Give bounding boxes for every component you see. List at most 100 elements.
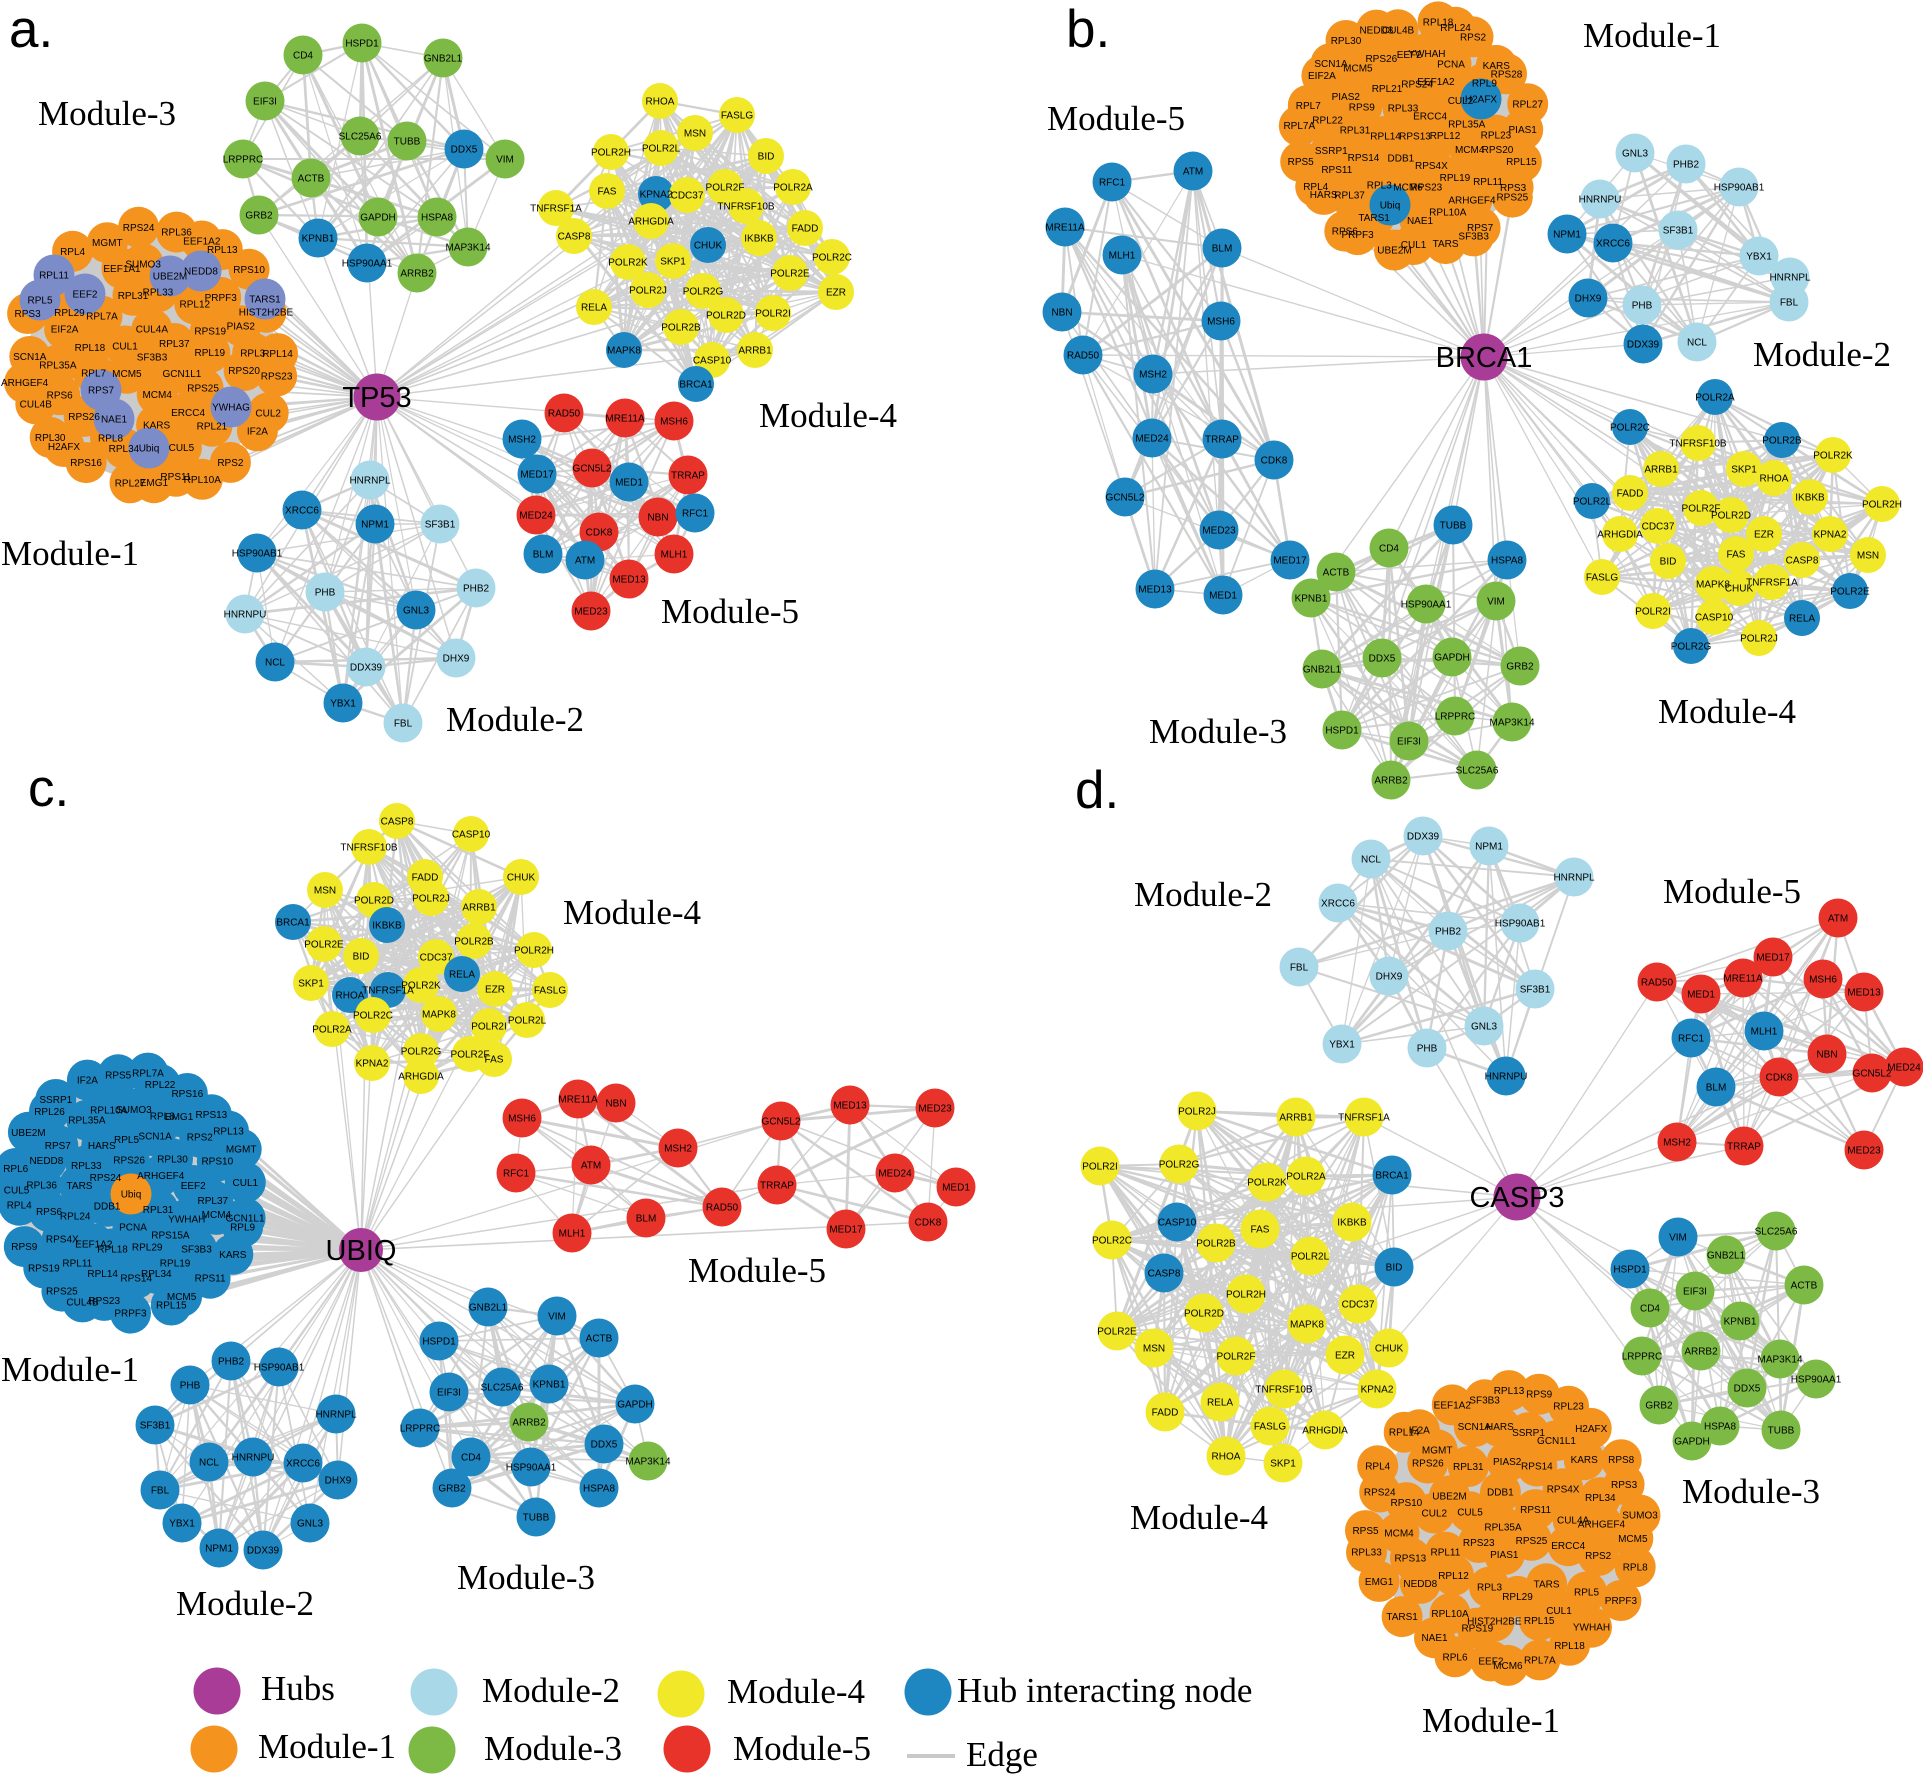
svg-text:NEDD8: NEDD8 xyxy=(1403,1579,1437,1590)
svg-text:RPS28: RPS28 xyxy=(1491,69,1523,80)
svg-text:HSP90AA1: HSP90AA1 xyxy=(1401,600,1452,611)
svg-text:PHB2: PHB2 xyxy=(1673,160,1700,171)
svg-text:RAD50: RAD50 xyxy=(1641,978,1674,989)
svg-text:MCM4: MCM4 xyxy=(142,390,172,401)
svg-text:RFC1: RFC1 xyxy=(1678,1034,1705,1045)
svg-text:POLR2C: POLR2C xyxy=(353,1011,393,1022)
svg-text:SF3B1: SF3B1 xyxy=(1663,226,1694,237)
svg-text:BID: BID xyxy=(1386,1263,1403,1274)
svg-text:BLM: BLM xyxy=(1212,244,1233,255)
svg-text:Ubiq: Ubiq xyxy=(139,444,160,455)
svg-text:MED24: MED24 xyxy=(1135,434,1169,445)
svg-text:UBE2M: UBE2M xyxy=(153,272,187,283)
svg-text:PHB: PHB xyxy=(1417,1044,1438,1055)
svg-text:POLR2I: POLR2I xyxy=(755,309,791,320)
svg-text:MSN: MSN xyxy=(1857,551,1879,562)
svg-text:Module-1: Module-1 xyxy=(1583,16,1721,55)
svg-text:BID: BID xyxy=(1660,557,1677,568)
svg-text:EIF3I: EIF3I xyxy=(253,97,277,108)
svg-text:RPL7: RPL7 xyxy=(81,368,106,379)
svg-text:RPL7A: RPL7A xyxy=(86,312,118,323)
svg-text:a.: a. xyxy=(9,0,53,59)
svg-text:POLR2G: POLR2G xyxy=(683,287,724,298)
svg-text:GCN5L2: GCN5L2 xyxy=(1853,1069,1892,1080)
svg-text:POLR2E: POLR2E xyxy=(1097,1327,1137,1338)
svg-text:RPL29: RPL29 xyxy=(132,1243,163,1254)
svg-text:IF2A: IF2A xyxy=(247,426,268,437)
svg-text:RPL34: RPL34 xyxy=(109,444,140,455)
svg-text:TRRAP: TRRAP xyxy=(1205,435,1239,446)
svg-text:GRB2: GRB2 xyxy=(1506,662,1534,673)
svg-text:ARHGDIA: ARHGDIA xyxy=(1597,530,1643,541)
svg-text:POLR2F: POLR2F xyxy=(1217,1352,1256,1363)
svg-text:RPL35A: RPL35A xyxy=(1484,1523,1522,1534)
svg-text:RPS10: RPS10 xyxy=(1391,1498,1423,1509)
svg-text:POLR2A: POLR2A xyxy=(773,183,813,194)
svg-text:Module-3: Module-3 xyxy=(457,1558,595,1597)
svg-text:TUBB: TUBB xyxy=(523,1513,550,1524)
svg-text:RPL26: RPL26 xyxy=(34,1107,65,1118)
svg-text:MED17: MED17 xyxy=(1273,556,1307,567)
svg-text:RPS26: RPS26 xyxy=(1365,54,1397,65)
svg-text:RPL4: RPL4 xyxy=(1303,182,1328,193)
svg-text:RPL3: RPL3 xyxy=(1477,1583,1502,1594)
svg-text:RPS19: RPS19 xyxy=(194,327,226,338)
svg-text:RPS15A: RPS15A xyxy=(151,1231,190,1242)
svg-text:GNB2L1: GNB2L1 xyxy=(1707,1251,1746,1262)
svg-text:BRCA1: BRCA1 xyxy=(1436,342,1533,374)
svg-text:RPL29: RPL29 xyxy=(54,308,85,319)
svg-text:SLC25A6: SLC25A6 xyxy=(1456,766,1499,777)
svg-text:PHB2: PHB2 xyxy=(1435,927,1462,938)
svg-text:KPNB1: KPNB1 xyxy=(1295,594,1328,605)
svg-text:RPL13: RPL13 xyxy=(213,1127,244,1138)
svg-text:MED23: MED23 xyxy=(1847,1146,1881,1157)
svg-text:Module-2: Module-2 xyxy=(176,1584,314,1623)
svg-text:BRCA1: BRCA1 xyxy=(276,918,310,929)
svg-text:Module-4: Module-4 xyxy=(1130,1498,1268,1537)
svg-text:UBIQ: UBIQ xyxy=(326,1235,397,1267)
svg-text:KARS: KARS xyxy=(219,1250,247,1261)
svg-text:RPL30: RPL30 xyxy=(157,1154,188,1165)
svg-text:MSH6: MSH6 xyxy=(508,1114,536,1125)
svg-text:GNL3: GNL3 xyxy=(1622,149,1649,160)
svg-text:RPL7A: RPL7A xyxy=(132,1069,164,1080)
svg-text:ARHGDIA: ARHGDIA xyxy=(1302,1426,1348,1437)
svg-text:FBL: FBL xyxy=(1290,963,1309,974)
svg-text:TNFRSF10B: TNFRSF10B xyxy=(1255,1385,1313,1396)
svg-text:RPS5: RPS5 xyxy=(1288,157,1315,168)
svg-text:MRE11A: MRE11A xyxy=(1045,223,1085,234)
svg-text:RPS20: RPS20 xyxy=(228,366,260,377)
svg-text:DDX39: DDX39 xyxy=(247,1546,280,1557)
svg-text:RPS6: RPS6 xyxy=(1332,227,1359,238)
svg-text:ARRB1: ARRB1 xyxy=(1644,465,1678,476)
svg-text:SKP1: SKP1 xyxy=(660,257,686,268)
svg-text:RPL19: RPL19 xyxy=(195,348,226,359)
svg-text:LRPPRC: LRPPRC xyxy=(1622,1352,1663,1363)
svg-text:NCL: NCL xyxy=(1361,855,1381,866)
svg-text:IKBKB: IKBKB xyxy=(1337,1218,1367,1229)
svg-text:RPL33: RPL33 xyxy=(1388,103,1419,114)
svg-text:CUL2: CUL2 xyxy=(1422,1509,1448,1520)
svg-text:MRE11A: MRE11A xyxy=(558,1095,598,1106)
svg-text:HNRNPL: HNRNPL xyxy=(315,1410,357,1421)
svg-text:FADD: FADD xyxy=(1617,489,1644,500)
svg-text:UBE2M: UBE2M xyxy=(1432,1491,1466,1502)
svg-text:RPL19: RPL19 xyxy=(160,1258,191,1269)
svg-text:DDB1: DDB1 xyxy=(1487,1488,1514,1499)
svg-text:RPL4: RPL4 xyxy=(1365,1461,1390,1472)
svg-text:CASP8: CASP8 xyxy=(1786,556,1819,567)
svg-text:MCM5: MCM5 xyxy=(112,369,142,380)
svg-text:RPS25: RPS25 xyxy=(187,384,219,395)
svg-text:RPL35A: RPL35A xyxy=(1448,120,1486,131)
svg-text:EIF3I: EIF3I xyxy=(437,1388,461,1399)
svg-text:ERCC4: ERCC4 xyxy=(1551,1541,1585,1552)
svg-text:CDK8: CDK8 xyxy=(915,1218,942,1229)
svg-text:MED17: MED17 xyxy=(520,470,554,481)
svg-text:RELA: RELA xyxy=(1789,614,1815,625)
svg-text:Ubiq: Ubiq xyxy=(1380,201,1401,212)
svg-text:HARS: HARS xyxy=(1486,1422,1514,1433)
svg-text:RPS24: RPS24 xyxy=(123,223,155,234)
svg-text:RPL9: RPL9 xyxy=(230,1222,255,1233)
svg-text:RPL11: RPL11 xyxy=(39,271,69,282)
svg-text:POLR2L: POLR2L xyxy=(642,144,681,155)
